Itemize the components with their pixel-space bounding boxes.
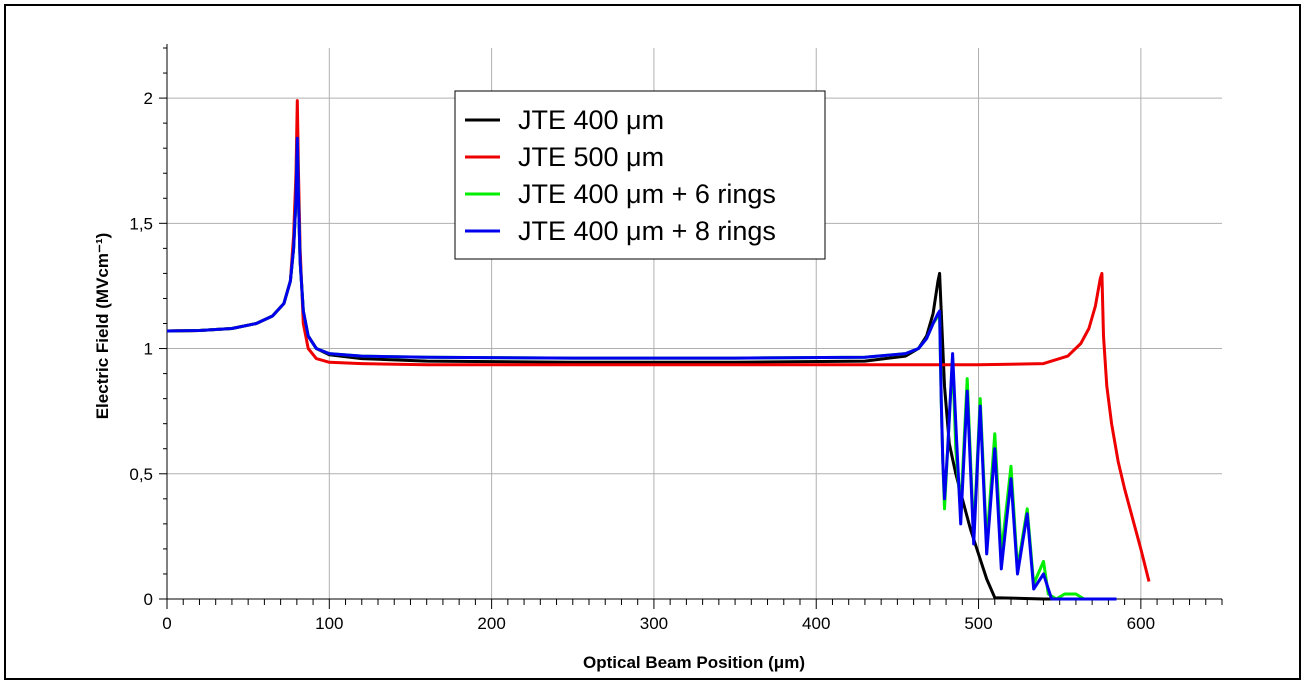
x-tick-label: 200 [477, 614, 505, 633]
x-tick-label: 0 [162, 614, 171, 633]
series-line-4 [166, 136, 1117, 601]
y-tick-label: 0,5 [129, 465, 153, 484]
x-tick-label: 300 [640, 614, 668, 633]
legend-box [454, 90, 826, 260]
x-tick-label: 600 [1127, 614, 1155, 633]
legend-label: JTE 400 μm + 6 rings [518, 179, 776, 209]
y-tick-label: 2 [144, 89, 153, 108]
x-tick-label: 400 [802, 614, 830, 633]
y-tick-label: 0 [144, 590, 153, 609]
x-axis-title: Optical Beam Position (μm) [583, 653, 805, 672]
legend: JTE 400 μm JTE 500 μm JTE 400 μm + 6 rings… [454, 90, 826, 260]
legend-label: JTE 400 μm + 8 rings [518, 216, 776, 246]
legend-label: JTE 400 μm [518, 105, 664, 135]
x-tick-label: 100 [315, 614, 343, 633]
y-axis-title: Electric Field (MVcm⁻¹) [93, 233, 112, 420]
legend-label: JTE 500 μm [518, 142, 664, 172]
chart-frame [4, 4, 1301, 680]
x-tick-label: 500 [964, 614, 992, 633]
series-lines [166, 99, 1151, 601]
y-tick-label: 1 [144, 340, 153, 359]
y-tick-label: 1,5 [129, 214, 153, 233]
